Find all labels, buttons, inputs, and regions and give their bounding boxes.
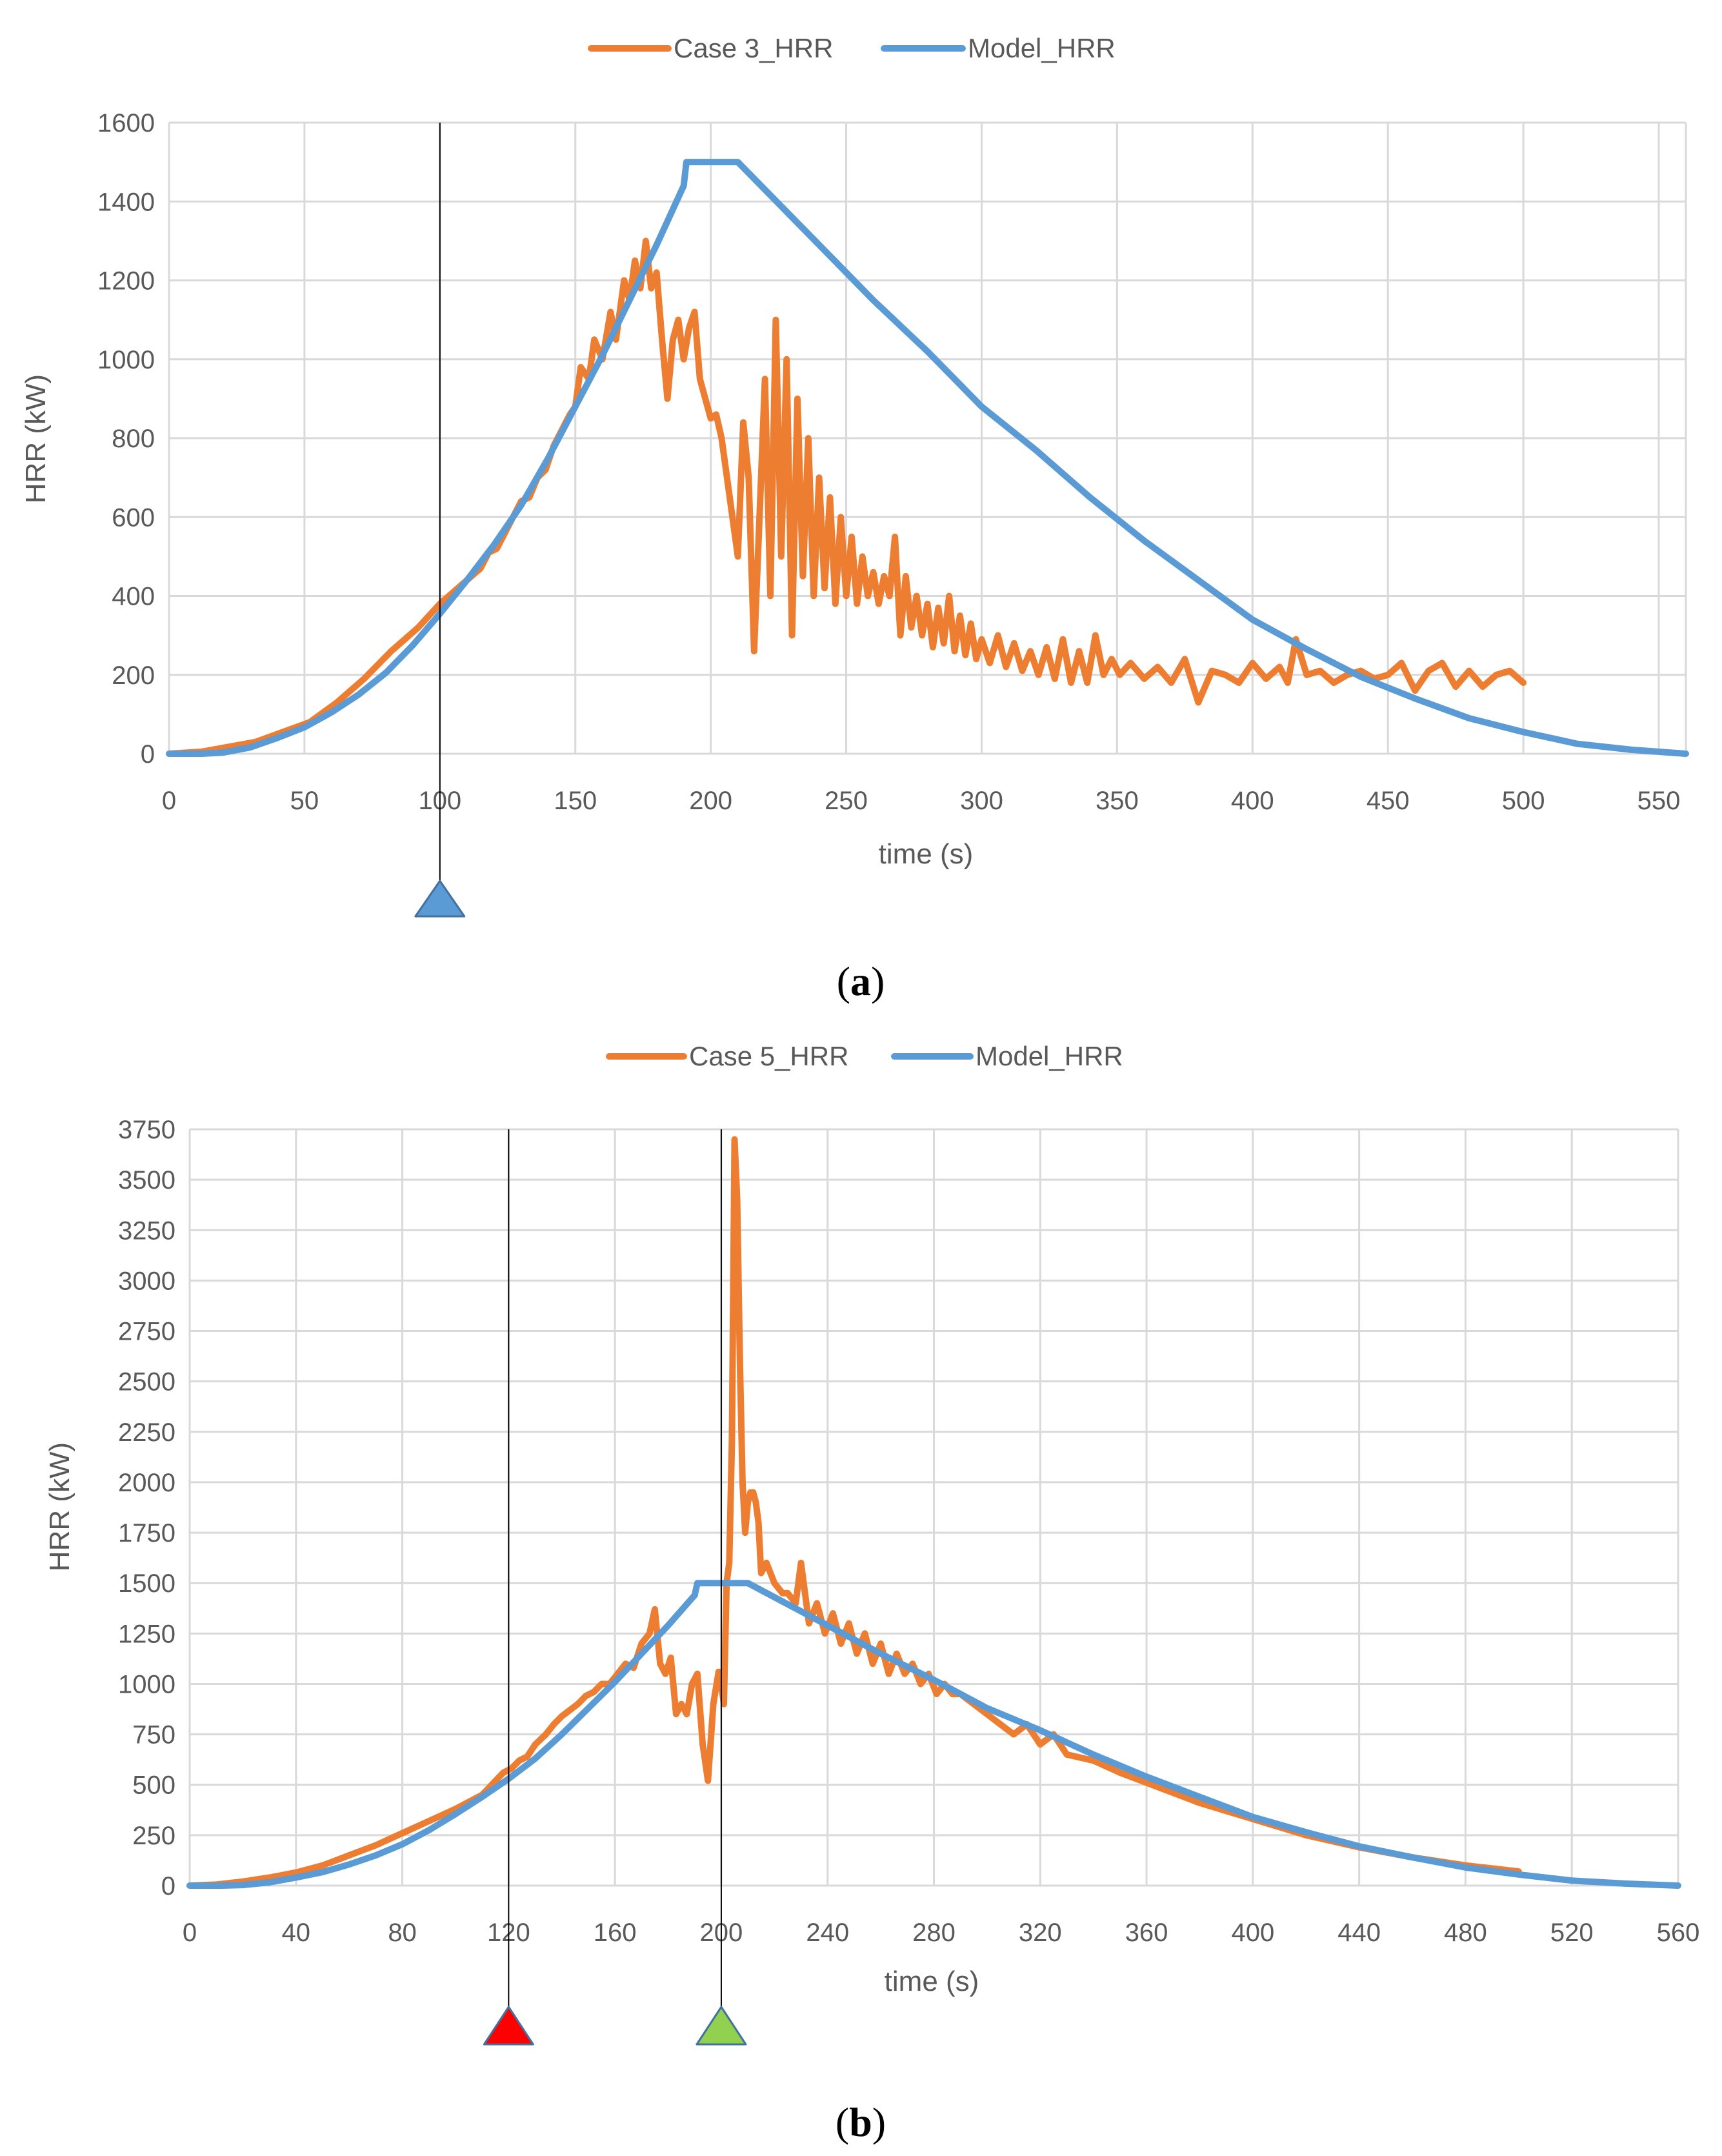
y-tick-label: 2250 [118, 1418, 175, 1447]
caption-b: (b) [836, 2099, 886, 2145]
series-b [186, 1136, 1681, 1889]
x-tick-labels-a: 0 50 100 150 200 250 300 350 400 450 500 550 [162, 787, 1681, 815]
y-tick-label: 800 [112, 425, 155, 453]
x-tick-label: 280 [912, 1919, 956, 1947]
x-axis-title-b: time (s) [885, 1966, 979, 1997]
series-line-model [166, 159, 1689, 757]
x-tick-label: 320 [1019, 1919, 1062, 1947]
legend-label-model-a: Model_HRR [968, 33, 1116, 63]
x-tick-label: 80 [388, 1919, 417, 1947]
series-line-model [186, 1580, 1681, 1889]
x-tick-label: 400 [1231, 1919, 1274, 1947]
y-tick-label: 1600 [97, 109, 155, 137]
y-tick-label: 2000 [118, 1469, 175, 1497]
y-tick-label: 2750 [118, 1318, 175, 1346]
y-axis-title-a: HRR (kW) [20, 374, 52, 503]
x-tick-label: 50 [290, 787, 319, 815]
legend-label-case-a: Case 3_HRR [674, 33, 833, 63]
y-tick-label: 250 [132, 1822, 175, 1850]
x-tick-label: 360 [1125, 1919, 1168, 1947]
x-tick-label: 480 [1444, 1919, 1487, 1947]
marker-triangle-red [483, 2006, 534, 2046]
x-axis-title-a: time (s) [879, 838, 974, 870]
x-tick-label: 0 [162, 787, 176, 815]
x-tick-label: 300 [960, 787, 1003, 815]
x-tick-label: 550 [1637, 787, 1681, 815]
y-tick-label: 1000 [97, 346, 155, 374]
y-tick-label: 2500 [118, 1368, 175, 1396]
x-tick-label: 160 [594, 1919, 637, 1947]
x-tick-label: 350 [1096, 787, 1139, 815]
markers-a [414, 123, 466, 918]
x-tick-label: 40 [282, 1919, 311, 1947]
x-tick-label: 250 [825, 787, 868, 815]
y-tick-labels-b: 0 250 500 750 1000 1250 1500 1750 2000 2250 2500 27… [118, 1116, 175, 1900]
y-tick-label: 3750 [118, 1116, 175, 1144]
x-tick-label: 520 [1550, 1919, 1594, 1947]
legend-a: Case 3_HRR Model_HRR [588, 33, 1116, 63]
y-tick-label: 1250 [118, 1620, 175, 1648]
y-tick-label: 3250 [118, 1216, 175, 1245]
chart-panel-b: Case 5_HRR Model_HRR 0 250 500 750 1000 1250 1… [44, 1041, 1699, 2145]
y-tick-label: 1500 [118, 1569, 175, 1598]
y-tick-label: 0 [141, 740, 155, 769]
legend-b: Case 5_HRR Model_HRR [606, 1041, 1123, 1071]
y-tick-label: 200 [112, 661, 155, 690]
gridlines-b [188, 1128, 1679, 1887]
y-tick-label: 1200 [97, 267, 155, 296]
x-tick-label: 440 [1337, 1919, 1381, 1947]
legend-label-model-b: Model_HRR [976, 1041, 1123, 1071]
series-a [166, 159, 1689, 757]
y-tick-label: 1400 [97, 188, 155, 216]
markers-b [483, 1129, 747, 2046]
y-tick-label: 3500 [118, 1166, 175, 1194]
x-tick-label: 240 [806, 1919, 849, 1947]
legend-label-case-b: Case 5_HRR [689, 1041, 848, 1071]
marker-triangle-blue [414, 880, 466, 918]
x-tick-label: 400 [1231, 787, 1274, 815]
x-tick-labels-b: 0 40 80 120 160 200 240 280 320 360 400 440 480 520 56… [183, 1919, 1700, 1947]
series-line-case [186, 1136, 1522, 1889]
y-tick-label: 400 [112, 583, 155, 611]
chart-panel-a: Case 3_HRR Model_HRR 0 200 400 600 800 1000 12… [20, 33, 1689, 1004]
y-tick-label: 1000 [118, 1670, 175, 1698]
y-tick-label: 3000 [118, 1267, 175, 1295]
y-tick-label: 500 [132, 1771, 175, 1800]
y-tick-label: 600 [112, 503, 155, 532]
x-tick-label: 450 [1367, 787, 1410, 815]
y-tick-label: 0 [161, 1872, 175, 1900]
x-tick-label: 150 [554, 787, 597, 815]
y-axis-title-b: HRR (kW) [44, 1442, 75, 1571]
caption-a: (a) [837, 958, 885, 1004]
marker-triangle-green [696, 2006, 747, 2046]
x-tick-label: 200 [689, 787, 732, 815]
y-tick-label: 1750 [118, 1519, 175, 1547]
x-tick-label: 500 [1502, 787, 1545, 815]
x-tick-label: 0 [183, 1919, 197, 1947]
series-line-case [166, 237, 1527, 757]
y-tick-labels-a: 0 200 400 600 800 1000 1200 1400 1600 [97, 109, 155, 769]
y-tick-label: 750 [132, 1721, 175, 1749]
x-tick-label: 560 [1657, 1919, 1700, 1947]
